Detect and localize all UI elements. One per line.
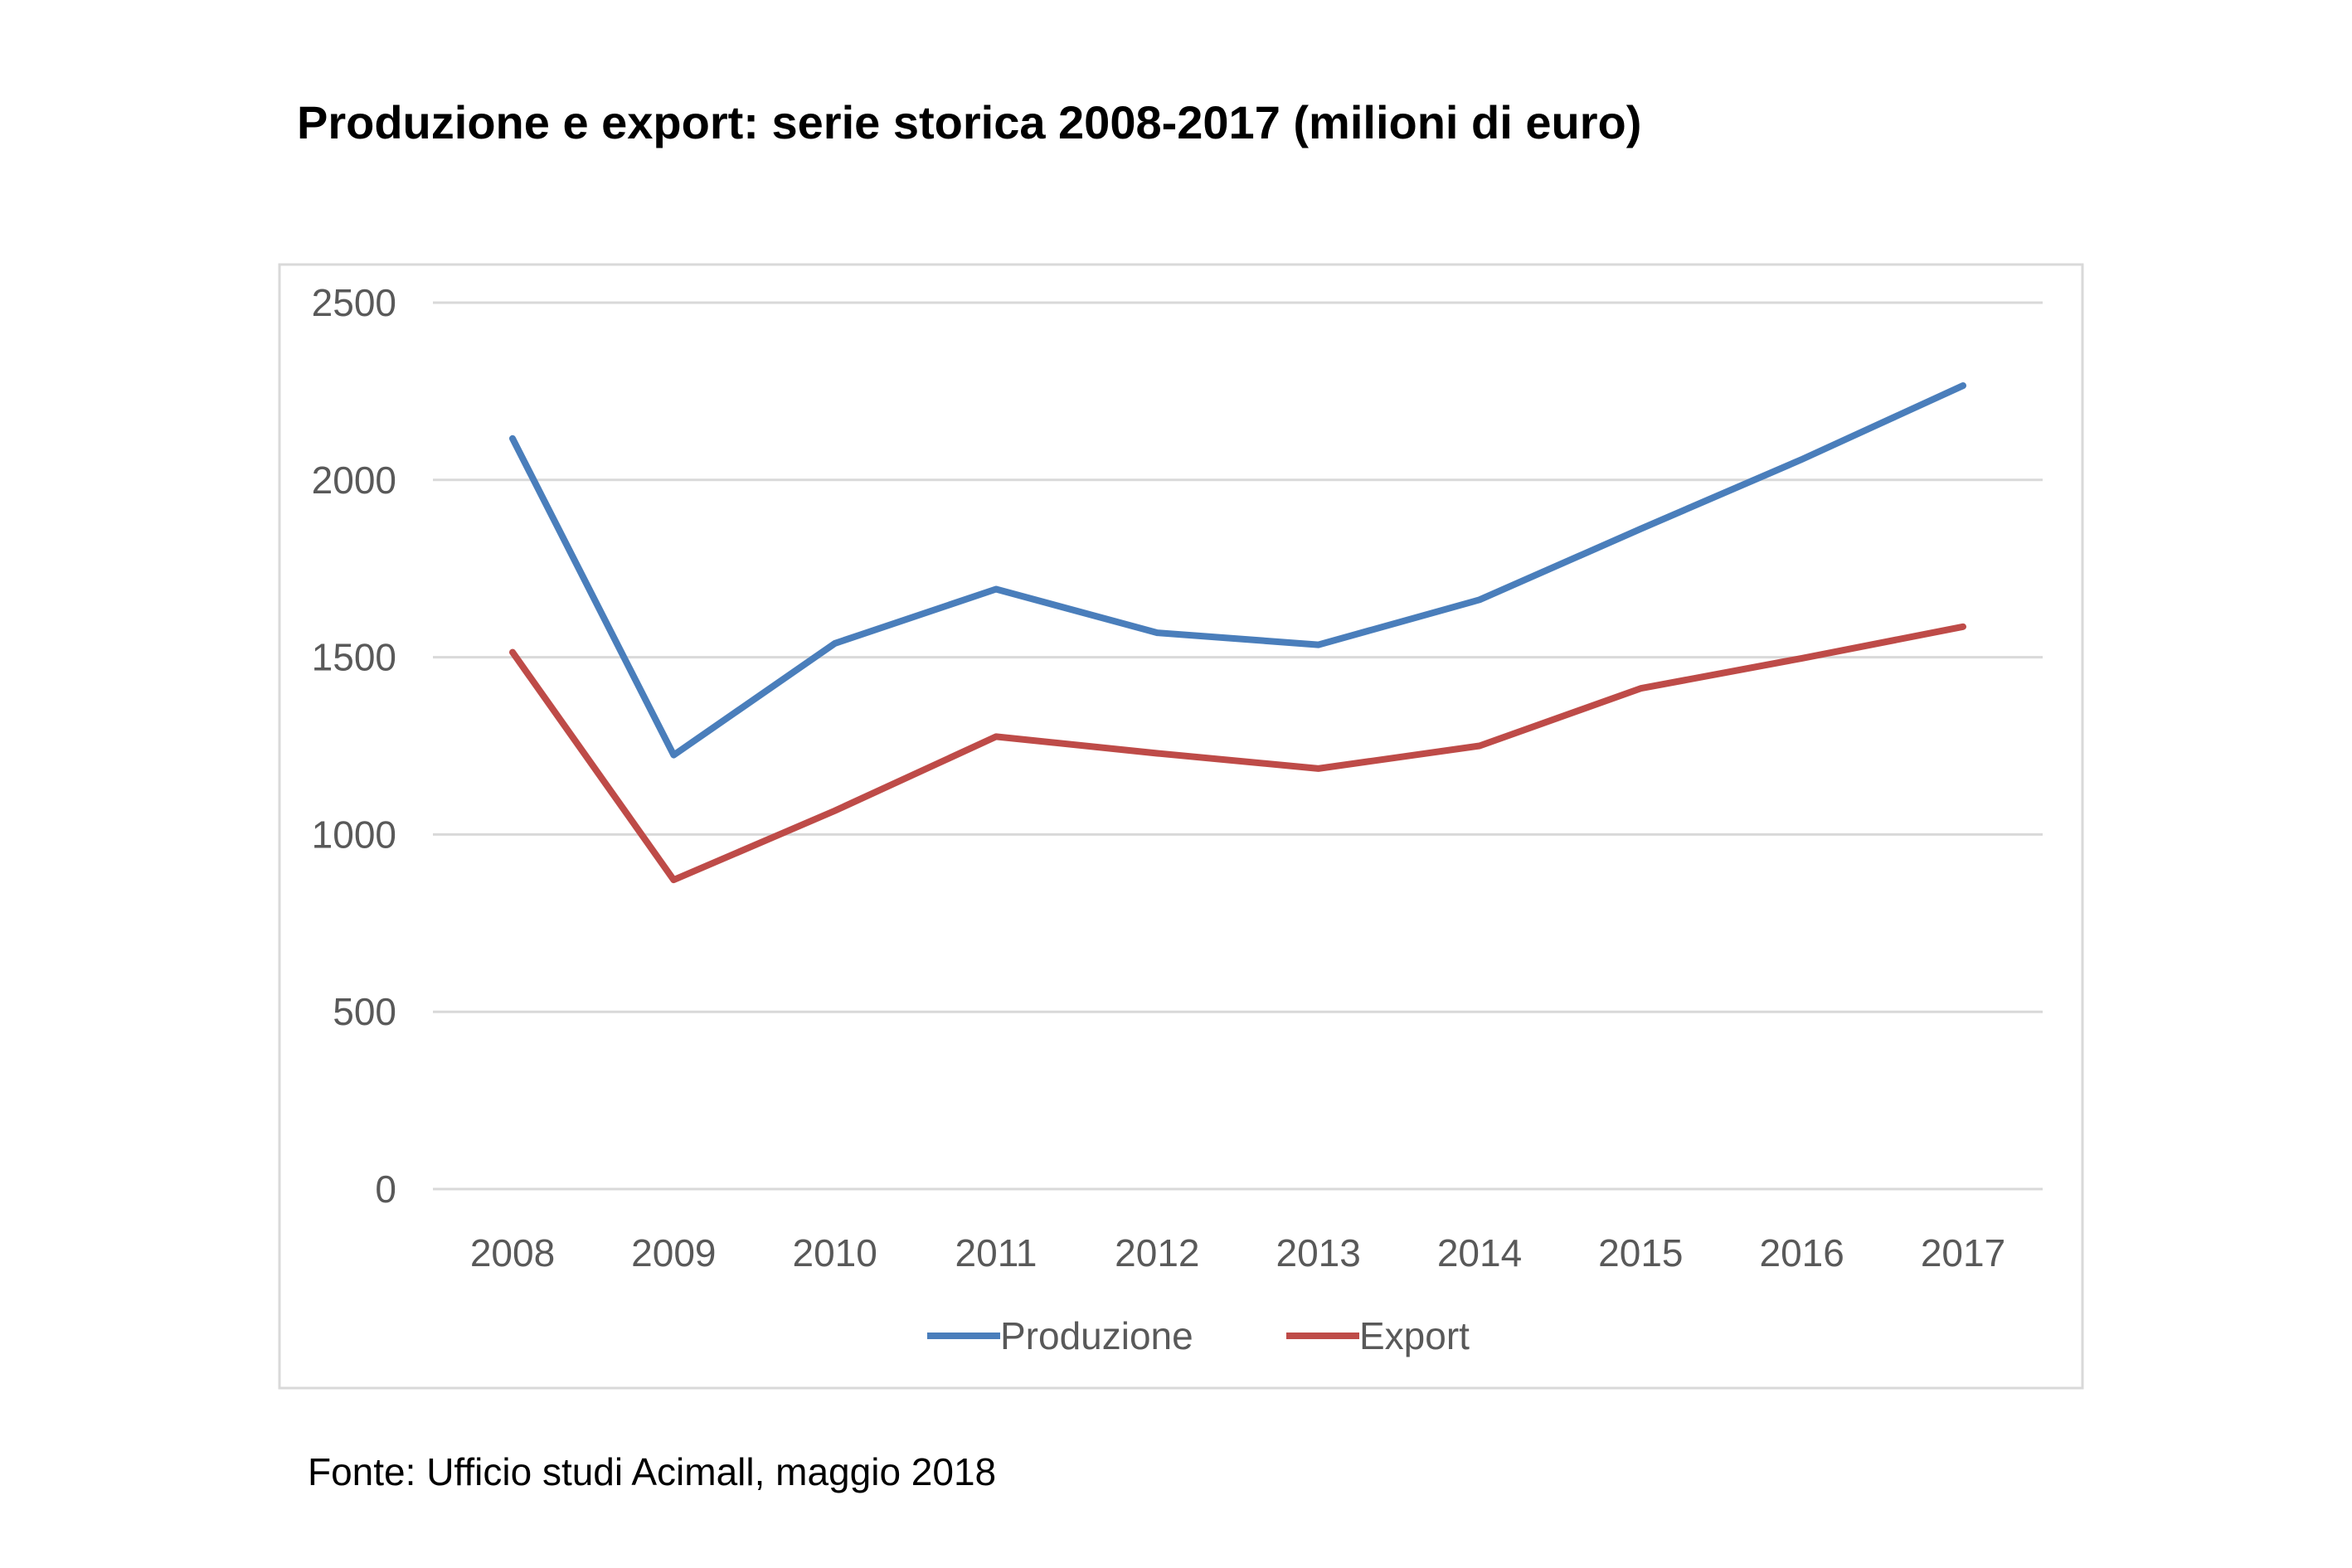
x-tick-label: 2010 [792,1231,877,1274]
legend-label: Produzione [1000,1314,1193,1357]
x-tick-label: 2017 [1921,1231,2005,1274]
legend-label: Export [1359,1314,1470,1357]
x-tick-label: 2016 [1759,1231,1844,1274]
x-tick-label: 2009 [631,1231,716,1274]
y-tick-label: 1000 [312,813,396,856]
y-tick-label: 0 [375,1168,396,1211]
x-tick-label: 2013 [1276,1231,1360,1274]
series-line-produzione [509,382,1966,759]
x-tick-label: 2011 [955,1231,1038,1274]
series-line-export [509,623,1966,884]
y-tick-label: 1500 [312,636,396,679]
y-tick-label: 2500 [312,281,396,324]
chart-frame [278,263,2084,1390]
x-tick-label: 2008 [470,1231,555,1274]
x-tick-label: 2014 [1437,1231,1522,1274]
x-tick-label: 2012 [1115,1231,1199,1274]
chart-title: Produzione e export: serie storica 2008-… [297,96,1642,148]
y-tick-label: 500 [333,990,396,1033]
source-note: Fonte: Ufficio studi Acimall, maggio 201… [308,1450,997,1493]
y-tick-label: 2000 [312,459,396,502]
x-tick-label: 2015 [1598,1231,1683,1274]
